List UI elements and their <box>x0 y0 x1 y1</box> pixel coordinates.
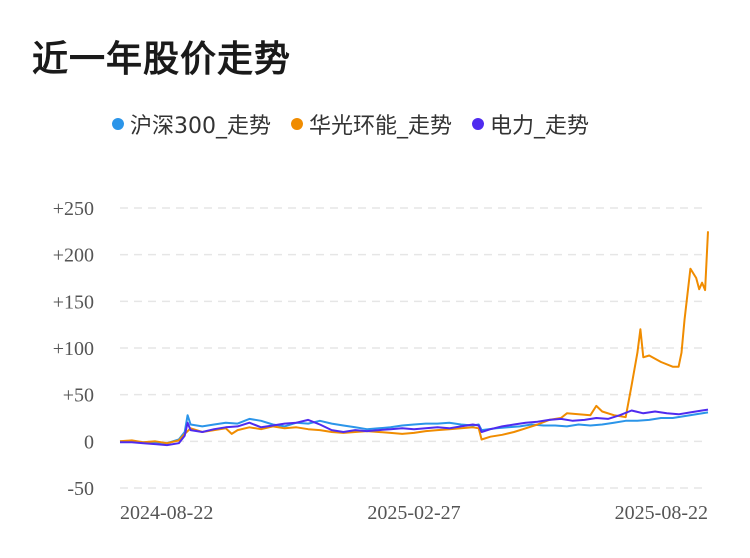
series-line-hs300 <box>119 411 709 445</box>
legend-marker-hgnh <box>291 118 303 130</box>
x-tick-label: 2025-08-22 <box>615 502 708 524</box>
y-axis-ticks: -50 0 +50 +100 +150 +200 +250 <box>53 198 94 500</box>
legend-marker-hs300 <box>112 118 124 130</box>
legend-label-hs300: 沪深300_走势 <box>130 114 271 139</box>
legend-label-power: 电力_走势 <box>490 114 590 139</box>
legend-item-power[interactable]: 电力_走势 <box>472 108 589 140</box>
y-tick-label: +50 <box>63 385 94 407</box>
y-tick-label: +100 <box>53 338 94 360</box>
legend-marker-power <box>472 118 485 130</box>
chart-legend: 沪深300_走势 华光环能_走势 电力_走势 <box>112 108 589 140</box>
series-line-hgnh <box>119 231 709 445</box>
chart-title: 近一年股价走势 <box>32 39 292 80</box>
y-tick-label: -50 <box>67 478 94 500</box>
x-tick-label: 2024-08-22 <box>120 502 213 524</box>
x-tick-label: 2025-02-27 <box>367 502 460 524</box>
x-axis-ticks: 2024-08-22 2025-02-27 2025-08-22 <box>120 502 708 524</box>
series-line-power <box>120 408 709 447</box>
y-tick-label: 0 <box>84 431 94 453</box>
grid-lines <box>120 207 708 489</box>
legend-item-hs300[interactable]: 沪深300_走势 <box>112 108 271 140</box>
y-tick-label: +150 <box>53 291 94 313</box>
legend-item-hgnh[interactable]: 华光环能_走势 <box>291 108 452 140</box>
series-lines <box>119 231 709 447</box>
legend-label-hgnh: 华光环能_走势 <box>309 114 453 139</box>
y-tick-label: +250 <box>53 198 94 220</box>
y-tick-label: +200 <box>53 245 94 267</box>
